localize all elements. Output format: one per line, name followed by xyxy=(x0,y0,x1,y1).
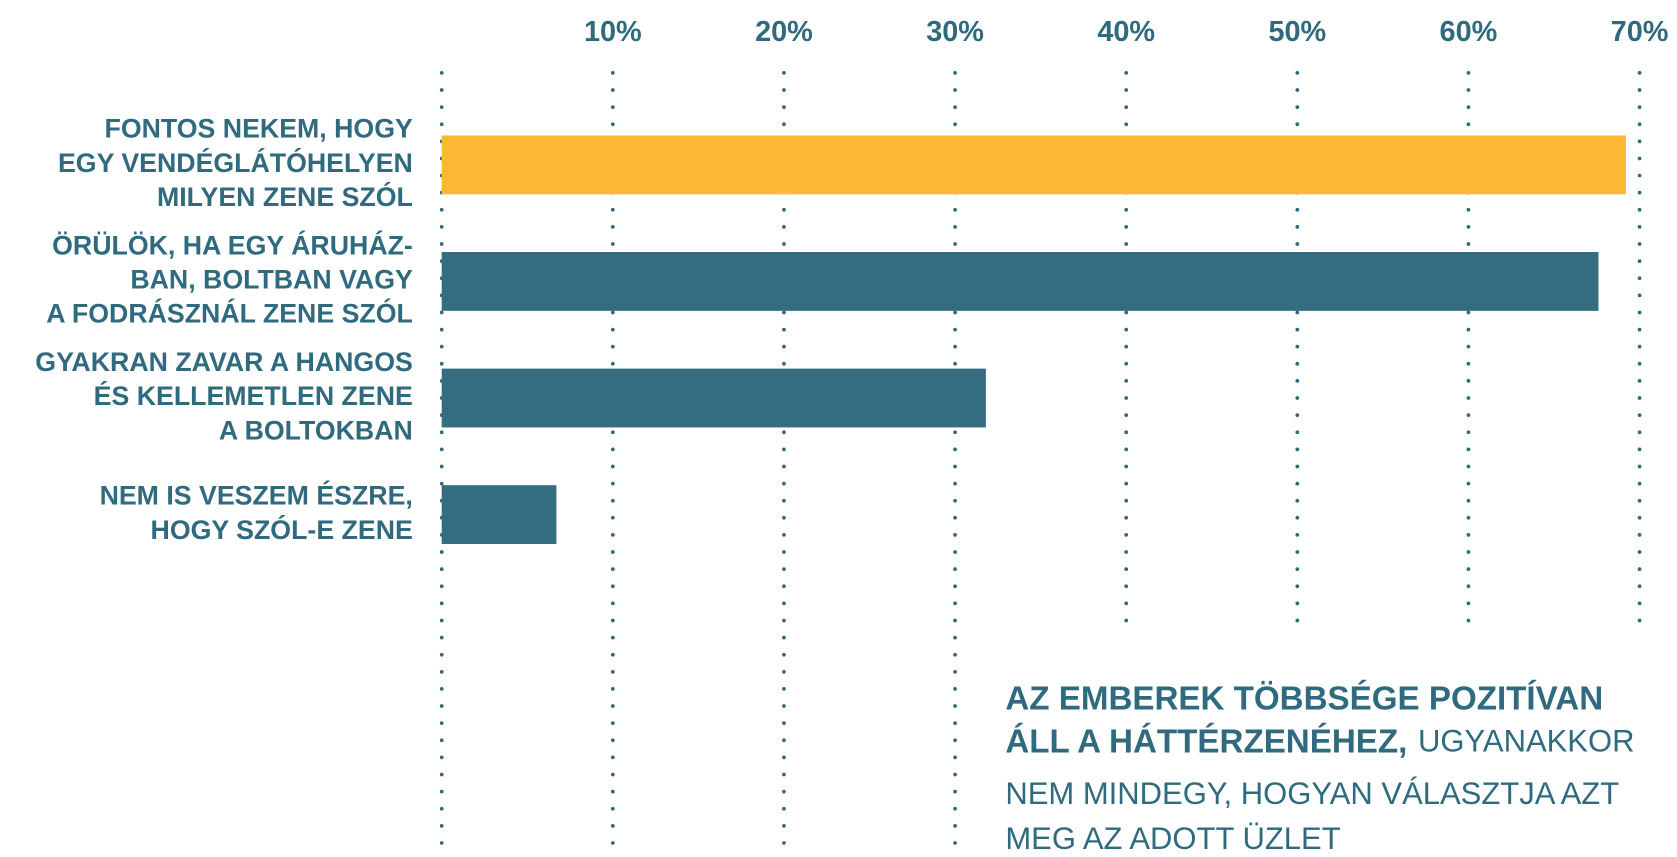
x-tick-label: 70% xyxy=(1611,16,1669,48)
x-tick-label: 30% xyxy=(926,16,984,48)
category-label: ÖRÜLÖK, HA EGY ÁRUHÁZ- xyxy=(52,229,413,260)
annotation: AZ EMBEREK TÖBBSÉGE POZITÍVAN ÁLL A HÁTTÉ… xyxy=(1005,679,1634,856)
x-tick-label: 50% xyxy=(1268,16,1326,48)
category-label: EGY VENDÉGLÁTÓHELYEN xyxy=(58,147,413,178)
annotation-regular: MEG AZ ADOTT ÜZLET xyxy=(1005,821,1340,856)
category-label: A FODRÁSZNÁL ZENE SZÓL xyxy=(46,298,413,329)
x-tick-label: 60% xyxy=(1440,16,1498,48)
bar xyxy=(441,252,1599,311)
category-label: ÉS KELLEMETLEN ZENE xyxy=(94,380,413,411)
category-label: NEM IS VESZEM ÉSZRE, xyxy=(100,480,413,511)
x-tick-label: 20% xyxy=(755,16,813,48)
annotation-regular: NEM MINDEGY, HOGYAN VÁLASZTJA AZT xyxy=(1005,776,1619,811)
category-label: GYAKRAN ZAVAR A HANGOS xyxy=(35,347,413,377)
x-tick-label: 40% xyxy=(1097,16,1155,48)
bar xyxy=(441,485,557,545)
bar xyxy=(441,368,986,428)
category-label: BAN, BOLTBAN VAGY xyxy=(130,265,413,295)
annotation-line: ÁLL A HÁTTÉRZENÉHEZ, UGYANAKKOR xyxy=(1005,722,1634,760)
x-tick-label: 10% xyxy=(584,16,642,48)
category-label: HOGY SZÓL-E ZENE xyxy=(151,514,413,545)
bar xyxy=(441,135,1626,195)
bars xyxy=(441,135,1626,545)
category-label: MILYEN ZENE SZÓL xyxy=(157,181,413,212)
category-label: FONTOS NEKEM, HOGY xyxy=(105,114,413,144)
annotation-regular: UGYANAKKOR xyxy=(1418,724,1634,759)
annotation-bold: ÁLL A HÁTTÉRZENÉHEZ, xyxy=(1005,722,1407,760)
labels: 10% 20% 30% 40% 50% 60% 70% FONTOS NEKEM, HOGYE… xyxy=(35,16,1668,545)
annotation-bold: AZ EMBEREK TÖBBSÉGE POZITÍVAN xyxy=(1005,679,1603,717)
category-label: A BOLTOKBAN xyxy=(219,415,413,445)
